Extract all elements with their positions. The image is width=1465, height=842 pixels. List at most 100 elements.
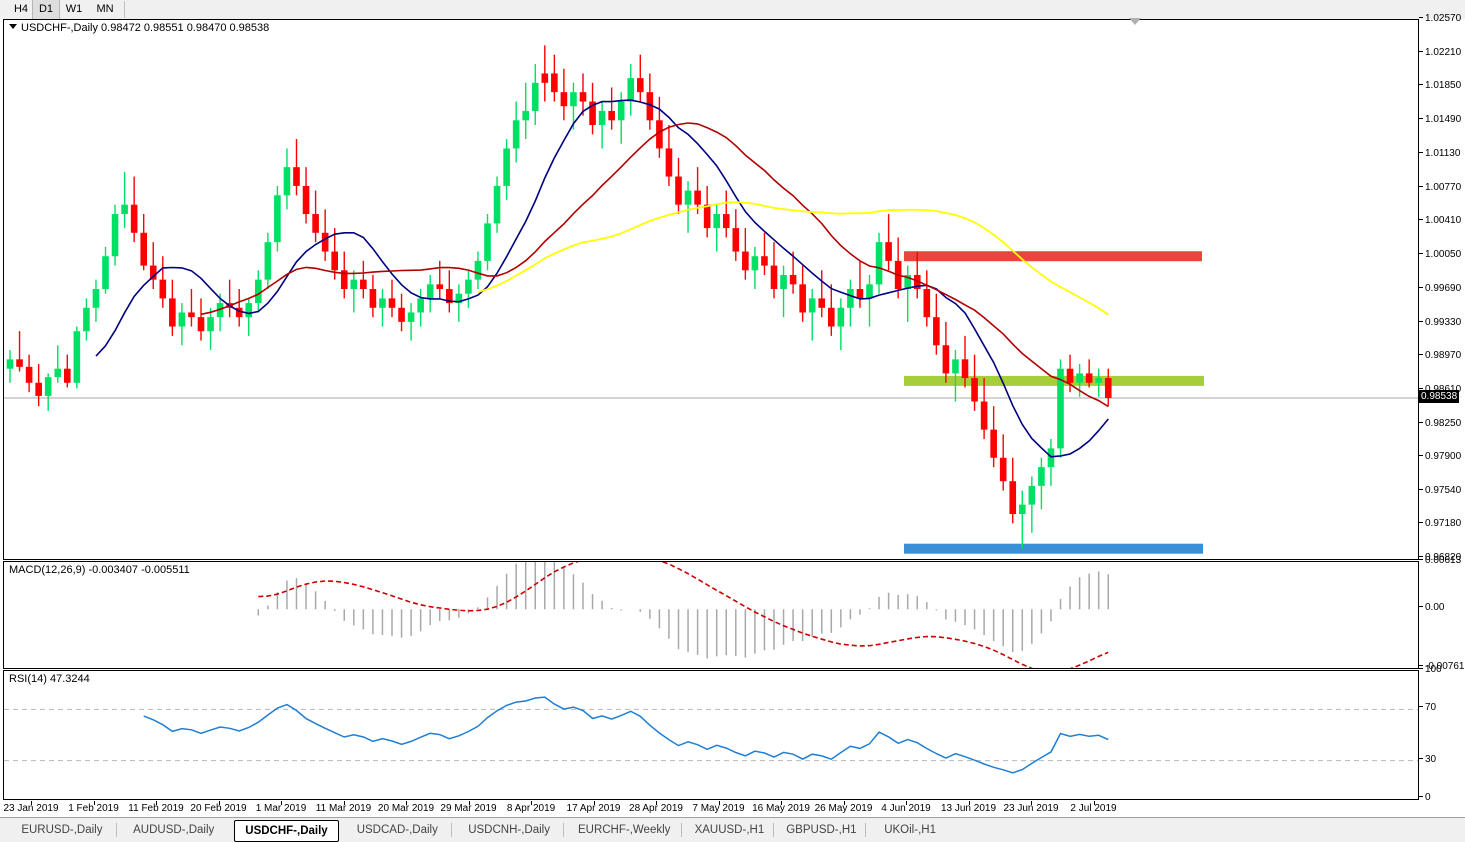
- macd-panel-label: MACD(12,26,9) -0.003407 -0.005511: [9, 564, 190, 576]
- price-panel-label: USDCHF-,Daily 0.98472 0.98551 0.98470 0.…: [9, 22, 269, 34]
- date-tick-label: 28 Apr 2019: [629, 803, 683, 814]
- symbol-tab-usdcnh[interactable]: USDCNH-,Daily: [468, 824, 550, 836]
- price-tick: 0.97900: [1419, 451, 1461, 462]
- price-tick: 1.02210: [1419, 47, 1461, 58]
- date-tick-mark: [843, 801, 845, 805]
- date-tick-mark: [93, 801, 95, 805]
- rsi-tick: 100: [1419, 664, 1442, 675]
- date-tick-label: 1 Feb 2019: [68, 803, 119, 814]
- timeframe-button-w1[interactable]: W1: [65, 3, 83, 15]
- price-tick: 0.99690: [1419, 283, 1461, 294]
- date-tick-mark: [406, 801, 407, 805]
- price-tick: 0.96820: [1419, 552, 1461, 563]
- tab-divider: [451, 823, 453, 837]
- timeframe-toolbar: H4 D1 W1 MN: [0, 0, 1465, 20]
- date-tick-label: 1 Mar 2019: [255, 803, 307, 814]
- macd-svg: [257, 562, 1109, 668]
- price-tick: 0.98970: [1419, 350, 1461, 361]
- date-tick-mark: [281, 801, 282, 805]
- price-tick: 1.01130: [1419, 148, 1460, 159]
- price-tick: 1.02570: [1419, 13, 1461, 24]
- date-tick-mark: [718, 801, 720, 805]
- date-tick-mark: [1031, 801, 1032, 805]
- price-tick: 0.97540: [1419, 485, 1461, 496]
- date-tick-label: 4 Jun 2019: [881, 803, 931, 814]
- tab-divider: [865, 823, 867, 837]
- symbol-tab-eurusd[interactable]: EURUSD-,Daily: [21, 824, 103, 836]
- date-tick-label: 20 Feb 2019: [190, 803, 247, 814]
- symbol-tab-audusd[interactable]: AUDUSD-,Daily: [133, 824, 215, 836]
- date-tick-mark: [656, 801, 657, 805]
- price-tick: 0.99330: [1419, 317, 1461, 328]
- rsi-plot: [4, 671, 1418, 799]
- date-tick-label: 23 Jan 2019: [3, 803, 59, 814]
- rsi-tick: 0: [1419, 792, 1431, 803]
- price-scale[interactable]: 1.02570 1.02210 1.01850 1.01490 1.01130 1.007…: [1419, 13, 1465, 563]
- tab-divider: [773, 823, 775, 837]
- price-tick: 0.98610: [1419, 384, 1461, 395]
- price-chart-panel[interactable]: USDCHF-,Daily 0.98472 0.98551 0.98470 0.…: [3, 19, 1419, 560]
- date-tick-label: 20 Mar 2019: [377, 803, 435, 814]
- date-tick-label: 13 Jun 2019: [940, 803, 997, 814]
- symbol-tab-bar: EURUSD-,Daily AUDUSD-,Daily USDCHF-,Daily U…: [0, 817, 1465, 842]
- date-tick-mark: [593, 801, 595, 805]
- price-panel-label-text: USDCHF-,Daily 0.98472 0.98551 0.98470 0.…: [21, 22, 270, 34]
- timeframe-button-mn[interactable]: MN: [96, 3, 114, 15]
- date-tick-mark: [343, 801, 345, 805]
- price-tick: 1.00410: [1419, 215, 1461, 226]
- rsi-panel[interactable]: RSI(14) 47.3244: [3, 670, 1419, 800]
- price-tick: 1.00050: [1419, 249, 1461, 260]
- tab-divider: [681, 823, 683, 837]
- symbol-tab-xauusd[interactable]: XAUUSD-,H1: [694, 824, 765, 836]
- date-tick-mark: [1093, 801, 1095, 805]
- date-tick-label: 11 Mar 2019: [315, 803, 372, 814]
- date-tick-label: 7 May 2019: [692, 803, 745, 814]
- symbol-tab-eurchf[interactable]: EURCHF-,Weekly: [577, 824, 671, 836]
- date-tick-mark: [906, 801, 907, 805]
- tab-divider: [115, 823, 117, 837]
- date-tick-label: 26 May 2019: [814, 803, 873, 814]
- symbol-tab-gbpusd[interactable]: GBPUSD-,H1: [786, 824, 857, 836]
- date-tick-mark: [468, 801, 470, 805]
- date-tick-mark: [968, 801, 970, 805]
- rsi-panel-label: RSI(14) 47.3244: [9, 673, 90, 685]
- rsi-tick: 70: [1419, 702, 1436, 713]
- date-tick-label: 29 Mar 2019: [440, 803, 497, 814]
- current-price-label: 0.98538: [1419, 389, 1460, 403]
- date-tick-label: 16 May 2019: [752, 803, 810, 814]
- symbol-tab-usdchf[interactable]: USDCHF-,Daily: [233, 820, 340, 842]
- chart-top-marker-icon: [1129, 18, 1141, 25]
- date-tick-label: 23 Jun 2019: [1003, 803, 1059, 814]
- date-tick-label: 2 Jul 2019: [1070, 803, 1117, 814]
- macd-tick: 0.00: [1419, 602, 1444, 613]
- macd-scale: 0.00613 0.00 -0.007612: [1419, 555, 1465, 672]
- collapse-triangle-icon[interactable]: [9, 24, 17, 29]
- symbol-tab-usdcad[interactable]: USDCAD-,Daily: [356, 824, 438, 836]
- macd-tick: 0.00613: [1419, 555, 1461, 566]
- rsi-tick: 30: [1419, 754, 1436, 765]
- rsi-scale: 100 70 30 0: [1419, 664, 1465, 803]
- macd-tick: -0.007612: [1419, 661, 1465, 672]
- tab-divider: [563, 823, 564, 837]
- date-axis: 23 Jan 2019 1 Feb 2019 11 Feb 2019 20 Feb 2…: [3, 801, 1419, 817]
- date-tick-label: 11 Feb 2019: [128, 803, 184, 814]
- symbol-tab-ukoil[interactable]: UKOil-,H1: [884, 824, 936, 836]
- date-tick-mark: [156, 801, 157, 805]
- date-tick-mark: [218, 801, 220, 805]
- date-tick-mark: [531, 801, 532, 805]
- date-tick-label: 17 Apr 2019: [566, 803, 621, 814]
- price-tick: 0.98250: [1419, 418, 1461, 429]
- timeframe-button-d1[interactable]: D1: [32, 0, 60, 19]
- rsi-svg: [4, 696, 1418, 774]
- price-tick: 1.00770: [1419, 182, 1461, 193]
- price-tick: 1.01850: [1419, 80, 1461, 91]
- date-tick-mark: [781, 801, 782, 805]
- date-tick-label: 8 Apr 2019: [506, 803, 556, 814]
- macd-panel[interactable]: MACD(12,26,9) -0.003407 -0.005511: [3, 561, 1419, 669]
- price-plot: [4, 20, 1418, 559]
- price-tick: 1.01490: [1419, 114, 1461, 125]
- price-tick: 0.97180: [1419, 518, 1461, 529]
- macd-plot: [4, 562, 1418, 668]
- timeframe-button-h4[interactable]: H4: [13, 3, 29, 15]
- chart-area: USDCHF-,Daily 0.98472 0.98551 0.98470 0.…: [0, 19, 1465, 817]
